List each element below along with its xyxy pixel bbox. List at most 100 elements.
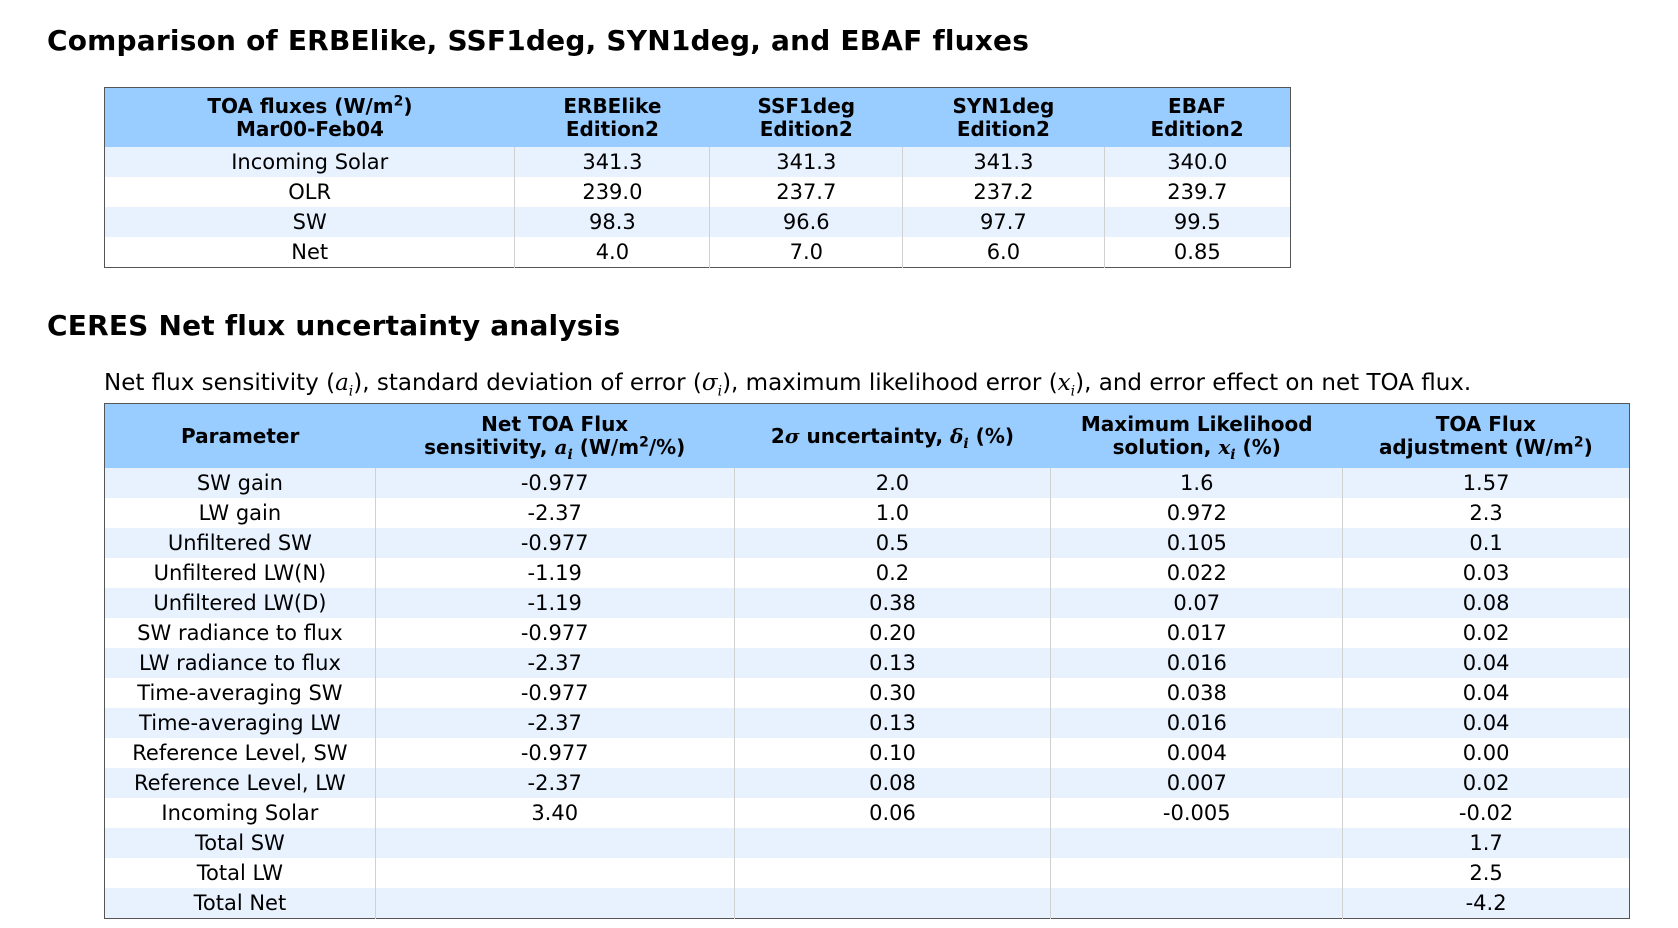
row-label: Unfiltered LW(N) xyxy=(104,558,376,588)
table-header-row: TOA fluxes (W/m2) Mar00-Feb04 ERBElike Ed… xyxy=(104,87,1291,147)
cell-uncertainty: 0.08 xyxy=(733,768,1051,798)
cell-uncertainty: 0.13 xyxy=(733,708,1051,738)
table-row: LW radiance to flux -2.37 0.13 0.016 0.04 xyxy=(104,648,1630,678)
uncertainty-table-body: SW gain -0.977 2.0 1.6 1.57 LW gain -2.37 1.0 0.… xyxy=(104,468,1630,919)
cell-sensitivity: -2.37 xyxy=(374,648,735,678)
cell-ssf1deg: 7.0 xyxy=(709,237,903,268)
cell-uncertainty: 0.30 xyxy=(733,678,1051,708)
cell-ssf1deg: 341.3 xyxy=(709,147,903,177)
table-row: Net 4.0 7.0 6.0 0.85 xyxy=(104,237,1291,268)
row-label: Total SW xyxy=(104,828,376,858)
row-label: Incoming Solar xyxy=(104,798,376,828)
table-row: Unfiltered LW(D) -1.19 0.38 0.07 0.08 xyxy=(104,588,1630,618)
table-row: SW gain -0.977 2.0 1.6 1.57 xyxy=(104,468,1630,498)
cell-sensitivity xyxy=(374,858,735,888)
cell-flux-adjustment: 0.08 xyxy=(1342,588,1630,618)
cell-uncertainty xyxy=(733,888,1051,919)
cell-max-likelihood: 0.007 xyxy=(1050,768,1343,798)
cell-sensitivity: -0.977 xyxy=(374,468,735,498)
cell-flux-adjustment: 1.57 xyxy=(1342,468,1630,498)
table-row: Total Net -4.2 xyxy=(104,888,1630,919)
cell-uncertainty: 0.20 xyxy=(733,618,1051,648)
cell-uncertainty: 1.0 xyxy=(733,498,1051,528)
cell-flux-adjustment: 0.1 xyxy=(1342,528,1630,558)
row-label: SW gain xyxy=(104,468,376,498)
row-label: LW gain xyxy=(104,498,376,528)
cell-max-likelihood: 1.6 xyxy=(1050,468,1343,498)
cell-sensitivity: 3.40 xyxy=(374,798,735,828)
cell-uncertainty xyxy=(733,858,1051,888)
header-ssf1deg: SSF1deg Edition2 xyxy=(709,87,903,147)
row-label: Time-averaging SW xyxy=(104,678,376,708)
row-label: SW radiance to flux xyxy=(104,618,376,648)
cell-sensitivity: -0.977 xyxy=(374,738,735,768)
cell-uncertainty: 2.0 xyxy=(733,468,1051,498)
cell-max-likelihood: 0.004 xyxy=(1050,738,1343,768)
cell-max-likelihood: 0.016 xyxy=(1050,708,1343,738)
cell-flux-adjustment: 0.03 xyxy=(1342,558,1630,588)
cell-flux-adjustment: 1.7 xyxy=(1342,828,1630,858)
cell-uncertainty xyxy=(733,828,1051,858)
row-label: Reference Level, SW xyxy=(104,738,376,768)
table-row: LW gain -2.37 1.0 0.972 2.3 xyxy=(104,498,1630,528)
cell-uncertainty: 0.13 xyxy=(733,648,1051,678)
cell-uncertainty: 0.5 xyxy=(733,528,1051,558)
cell-uncertainty: 0.2 xyxy=(733,558,1051,588)
header-uncertainty: 2σ uncertainty, δi (%) xyxy=(734,403,1051,468)
cell-sensitivity: -0.977 xyxy=(374,618,735,648)
cell-max-likelihood: 0.07 xyxy=(1050,588,1343,618)
cell-max-likelihood: -0.005 xyxy=(1050,798,1343,828)
table-row: Total LW 2.5 xyxy=(104,858,1630,888)
cell-erbelike: 4.0 xyxy=(514,237,710,268)
header-max-likelihood: Maximum Likelihood solution, xi (%) xyxy=(1050,403,1343,468)
table-row: Incoming Solar 3.40 0.06 -0.005 -0.02 xyxy=(104,798,1630,828)
cell-ssf1deg: 237.7 xyxy=(709,177,903,207)
cell-uncertainty: 0.10 xyxy=(733,738,1051,768)
cell-syn1deg: 237.2 xyxy=(902,177,1105,207)
cell-max-likelihood: 0.105 xyxy=(1050,528,1343,558)
row-label: OLR xyxy=(104,177,515,207)
cell-sensitivity: -0.977 xyxy=(374,678,735,708)
cell-sensitivity xyxy=(374,828,735,858)
cell-erbelike: 341.3 xyxy=(514,147,710,177)
header-flux-adjustment: TOA Flux adjustment (W/m2) xyxy=(1342,403,1630,468)
header-syn1deg: SYN1deg Edition2 xyxy=(902,87,1105,147)
table-row: SW 98.3 96.6 97.7 99.5 xyxy=(104,207,1291,237)
cell-max-likelihood xyxy=(1050,888,1343,919)
cell-flux-adjustment: 0.04 xyxy=(1342,648,1630,678)
header-erbelike: ERBElike Edition2 xyxy=(514,87,710,147)
cell-ebaf: 99.5 xyxy=(1103,207,1291,237)
cell-sensitivity: -1.19 xyxy=(374,558,735,588)
header-sensitivity: Net TOA Flux sensitivity, ai (W/m2/%) xyxy=(375,403,735,468)
table-row: Unfiltered LW(N) -1.19 0.2 0.022 0.03 xyxy=(104,558,1630,588)
cell-max-likelihood: 0.016 xyxy=(1050,648,1343,678)
header-ebaf: EBAF Edition2 xyxy=(1104,87,1291,147)
header-parameter: Parameter xyxy=(104,403,376,468)
cell-max-likelihood: 0.972 xyxy=(1050,498,1343,528)
cell-sensitivity: -2.37 xyxy=(374,498,735,528)
cell-max-likelihood xyxy=(1050,828,1343,858)
cell-flux-adjustment: 0.00 xyxy=(1342,738,1630,768)
cell-ssf1deg: 96.6 xyxy=(709,207,903,237)
section-title-comparison: Comparison of ERBElike, SSF1deg, SYN1deg… xyxy=(47,24,1030,57)
row-label: Incoming Solar xyxy=(104,147,515,177)
cell-syn1deg: 97.7 xyxy=(902,207,1105,237)
cell-sensitivity: -1.19 xyxy=(374,588,735,618)
cell-erbelike: 239.0 xyxy=(514,177,710,207)
cell-sensitivity xyxy=(374,888,735,919)
cell-flux-adjustment: -0.02 xyxy=(1342,798,1630,828)
cell-flux-adjustment: 0.02 xyxy=(1342,768,1630,798)
toa-flux-comparison-table: TOA fluxes (W/m2) Mar00-Feb04 ERBElike Ed… xyxy=(104,87,1291,268)
cell-flux-adjustment: 0.04 xyxy=(1342,708,1630,738)
table-header-row: Parameter Net TOA Flux sensitivity, ai (… xyxy=(104,403,1630,468)
cell-max-likelihood: 0.038 xyxy=(1050,678,1343,708)
cell-syn1deg: 341.3 xyxy=(902,147,1105,177)
cell-flux-adjustment: 0.02 xyxy=(1342,618,1630,648)
cell-max-likelihood: 0.022 xyxy=(1050,558,1343,588)
row-label: Total LW xyxy=(104,858,376,888)
table-row: Total SW 1.7 xyxy=(104,828,1630,858)
table-row: Time-averaging LW -2.37 0.13 0.016 0.04 xyxy=(104,708,1630,738)
cell-max-likelihood xyxy=(1050,858,1343,888)
section-title-uncertainty: CERES Net flux uncertainty analysis xyxy=(47,309,621,342)
cell-uncertainty: 0.38 xyxy=(733,588,1051,618)
